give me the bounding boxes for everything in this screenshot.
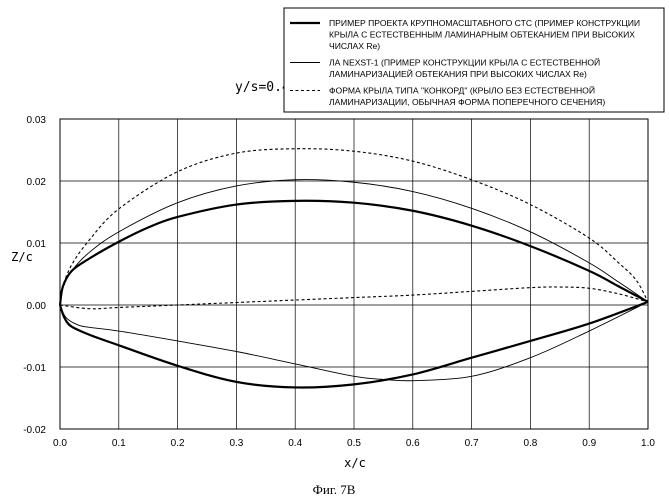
y-tick-label: 0.02 xyxy=(27,177,47,188)
y-axis-label: Z/c xyxy=(11,250,33,264)
legend-label-1: КРЫЛА С ЕСТЕСТВЕННЫМ ЛАМИНАРНЫМ ОБТЕКАНИ… xyxy=(329,30,635,40)
x-tick-label: 0.6 xyxy=(406,438,420,449)
x-axis-label: x/c xyxy=(344,456,366,470)
y-tick-label: 0.00 xyxy=(27,301,47,312)
legend-label-1: ПРИМЕР ПРОЕКТА КРУПНОМАСШТАБНОГО СТС (ПР… xyxy=(329,18,640,28)
x-tick-label: 0.7 xyxy=(465,438,479,449)
tick-labels: 0.0 0.1 0.2 0.3 0.4 0.5 0.6 0.7 0.8 0.9 1.0 -0.02 -0… xyxy=(23,115,655,449)
x-tick-label: 0.4 xyxy=(288,438,302,449)
legend-label-1: ЧИСЛАХ Re) xyxy=(329,41,380,51)
y-tick-label: 0.01 xyxy=(27,239,47,250)
legend-label-3: ЛАМИНАРИЗАЦИИ, ОБЫЧНАЯ ФОРМА ПОПЕРЕЧНОГО… xyxy=(329,97,605,107)
x-tick-label: 0.2 xyxy=(171,438,185,449)
x-tick-label: 0.8 xyxy=(523,438,537,449)
y-tick-label: -0.02 xyxy=(23,425,46,436)
legend: ПРИМЕР ПРОЕКТА КРУПНОМАСШТАБНОГО СТС (ПР… xyxy=(284,8,664,112)
legend-label-2: ЛАМИНАРИЗАЦИЕЙ ОБТЕКАНИЯ ПРИ ВЫСОКИХ ЧИС… xyxy=(329,68,587,79)
y-tick-label: 0.03 xyxy=(27,115,47,126)
plot-grid xyxy=(60,119,648,429)
figure-caption: Фиг. 7В xyxy=(313,482,356,497)
x-tick-label: 0.5 xyxy=(347,438,361,449)
x-tick-label: 0.9 xyxy=(582,438,596,449)
legend-label-3: ФОРМА КРЫЛА ТИПА "КОНКОРД" (КРЫЛО БЕЗ ЕС… xyxy=(329,85,595,96)
x-tick-label: 0.0 xyxy=(53,438,67,449)
x-tick-label: 1.0 xyxy=(641,438,655,449)
x-tick-label: 0.1 xyxy=(112,438,126,449)
y-tick-label: -0.01 xyxy=(23,363,46,374)
x-tick-label: 0.3 xyxy=(229,438,243,449)
legend-label-2: ЛА NEXST-1 (ПРИМЕР КОНСТРУКЦИИ КРЫЛА С Е… xyxy=(329,57,600,68)
section-annotation: y/s=0.4 xyxy=(235,80,290,95)
